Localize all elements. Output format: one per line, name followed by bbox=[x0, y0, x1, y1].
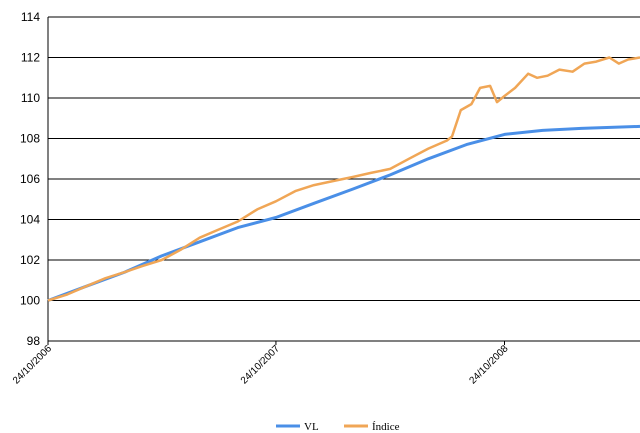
x-axis-tick-labels: 24/10/2006 24/10/2007 24/10/2008 bbox=[11, 341, 511, 387]
legend: VL Índice bbox=[276, 421, 400, 433]
legend-label-indice: Índice bbox=[372, 421, 400, 433]
series-lines bbox=[47, 56, 640, 302]
y-tick-label: 108 bbox=[20, 132, 40, 146]
y-tick-label: 110 bbox=[21, 91, 40, 105]
x-tick-label: 24/10/2007 bbox=[239, 343, 282, 386]
y-axis-tick-labels: 98 100 102 104 106 108 110 112 114 bbox=[20, 10, 40, 348]
y-tick-label: 114 bbox=[21, 10, 40, 24]
y-tick-label: 104 bbox=[20, 213, 40, 227]
x-tick-label: 24/10/2006 bbox=[11, 343, 54, 386]
y-tick-label: 100 bbox=[20, 294, 40, 308]
series-line-vl bbox=[47, 124, 640, 302]
y-tick-label: 106 bbox=[20, 172, 40, 186]
x-tick-label: 24/10/2008 bbox=[467, 343, 510, 386]
y-tick-label: 112 bbox=[21, 51, 40, 65]
y-tick-label: 102 bbox=[20, 253, 40, 267]
series-line-indice bbox=[47, 56, 640, 302]
y-tick-label: 98 bbox=[27, 334, 41, 348]
legend-label-vl: VL bbox=[304, 421, 319, 433]
